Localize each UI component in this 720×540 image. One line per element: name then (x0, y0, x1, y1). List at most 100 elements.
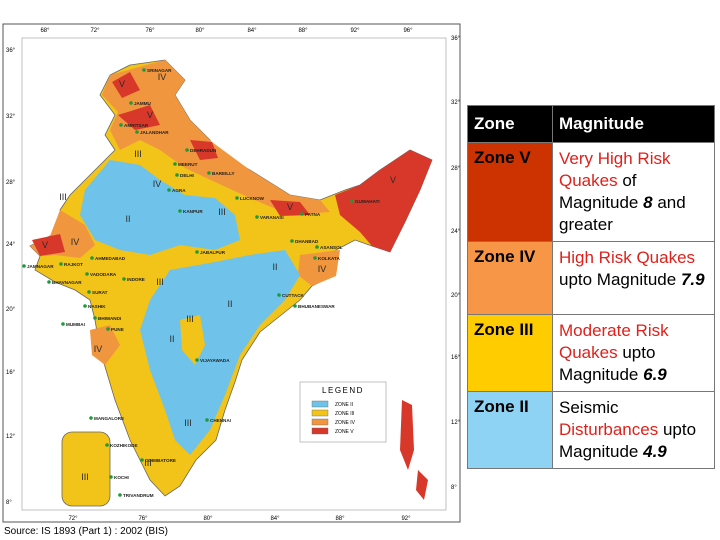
city-label: BAREILLY (212, 171, 235, 176)
zone-cell: Zone II (467, 391, 553, 469)
city-label: AHMEDABAD (95, 256, 126, 261)
city-label: DELHI (180, 173, 194, 178)
zone-numeral: IV (318, 264, 327, 274)
city-label: KOLKATA (318, 256, 340, 261)
zone-cell: Zone V (467, 142, 553, 242)
koyna-zone-iv (90, 325, 120, 365)
nicobar-islands (416, 470, 428, 500)
latitude-label: 24° (6, 242, 16, 248)
city-dot (142, 68, 146, 72)
zone-numeral: V (42, 240, 48, 250)
city-dot (235, 196, 239, 200)
city-dot (205, 418, 209, 422)
city-dot (59, 262, 63, 266)
city-dot (293, 304, 297, 308)
city-label: AMRITSAR (124, 123, 149, 128)
city-dot (106, 327, 110, 331)
longitude-label: 72° (90, 28, 100, 34)
magnitude-text: upto Magnitude (559, 420, 697, 461)
longitude-label: 80° (203, 516, 213, 522)
city-dot (195, 250, 199, 254)
city-label: CUTTACK (282, 293, 305, 298)
table-row: Zone II Seismic Disturbances upto Magnit… (467, 391, 715, 469)
city-label: TRIVANDRUM (123, 493, 154, 498)
city-label: JAMNAGAR (27, 264, 54, 269)
city-dot (129, 101, 133, 105)
magnitude-cell: Moderate Risk Quakes upto Magnitude 6.9 (552, 314, 715, 392)
city-label: COIMBATORE (145, 458, 176, 463)
magnitude-text: upto Magnitude (559, 343, 656, 384)
city-dot (277, 293, 281, 297)
city-dot (167, 188, 171, 192)
longitude-label: 76° (138, 516, 148, 522)
city-label: MANGALORE (94, 416, 124, 421)
city-dot (290, 239, 294, 243)
legend-label: ZONE V (335, 429, 354, 435)
zone-numeral: III (59, 192, 67, 202)
zone-ii-south (140, 250, 300, 455)
zone-numeral: II (169, 334, 174, 344)
city-label: KANPUR (183, 209, 203, 214)
zone-numeral: II (227, 299, 232, 309)
city-dot (255, 215, 259, 219)
city-label: MUMBAI (66, 322, 85, 327)
zone-numeral: IV (94, 344, 103, 354)
zone-numeral: IV (71, 237, 80, 247)
city-dot (87, 290, 91, 294)
magnitude-cell: Seismic Disturbances upto Magnitude 4.9 (552, 391, 715, 469)
zone-v-kashmir (112, 72, 140, 98)
city-label: BHUBANESWAR (298, 304, 335, 309)
lakshadweep (61, 431, 111, 507)
zone-v-himachal (118, 105, 160, 130)
zone-numeral: III (186, 314, 194, 324)
city-dot (89, 416, 93, 420)
longitude-label: 72° (68, 516, 78, 522)
table-header: Zone Magnitude (467, 105, 715, 143)
longitude-label: 80° (195, 28, 205, 34)
longitude-label: 92° (350, 28, 360, 34)
zone-cell: Zone IV (467, 241, 553, 315)
longitude-label: 68° (40, 28, 50, 34)
legend-swatch (311, 427, 329, 435)
table-row: Zone V Very High Risk Quakes of Magnitud… (467, 142, 715, 242)
city-dot (122, 277, 126, 281)
city-label: RAJKOT (64, 262, 83, 267)
legend-swatch (311, 400, 329, 408)
table-row: Zone IV High Risk Quakes upto Magnitude … (467, 241, 715, 315)
city-dot (85, 272, 89, 276)
city-dot (300, 212, 304, 216)
andaman-islands (400, 400, 414, 470)
risk-text: Disturbances (559, 420, 659, 439)
latitude-label: 28° (451, 166, 461, 172)
map-inner-frame (21, 37, 447, 511)
city-dot (315, 245, 319, 249)
city-dot (109, 475, 113, 479)
city-dot (350, 199, 354, 203)
magnitude-value: 4.9 (643, 442, 667, 461)
east-zone-iv (298, 250, 340, 286)
zone-numeral: V (119, 79, 125, 89)
zone-numeral: III (144, 458, 152, 468)
city-label: DEHRADUN (190, 148, 217, 153)
city-dot (135, 130, 139, 134)
magnitude-text: of Magnitude (559, 171, 639, 212)
zone-v-northeast (335, 150, 432, 252)
city-label: VARANASI (260, 215, 284, 220)
city-dot (118, 493, 122, 497)
zone-numeral: V (147, 110, 153, 120)
city-dot (313, 256, 317, 260)
legend-swatch (311, 409, 329, 417)
zone-table: Zone Magnitude Zone V Very High Risk Qua… (467, 105, 715, 469)
city-label: INDORE (127, 277, 145, 282)
longitude-label: 96° (403, 28, 413, 34)
city-dot (140, 458, 144, 462)
city-dot (185, 148, 189, 152)
coordinate-labels: 68° 72° 76° 80° 84° 88° 92° 96° 72° 76° 80° 84° 88° 9… (6, 28, 461, 522)
latitude-label: 20° (451, 293, 461, 299)
tail-text: and greater (559, 193, 686, 234)
latitude-label: 28° (6, 180, 16, 186)
city-dot (22, 264, 26, 268)
city-label: CHENNAI (210, 418, 231, 423)
zone-v-kutch (32, 234, 65, 256)
